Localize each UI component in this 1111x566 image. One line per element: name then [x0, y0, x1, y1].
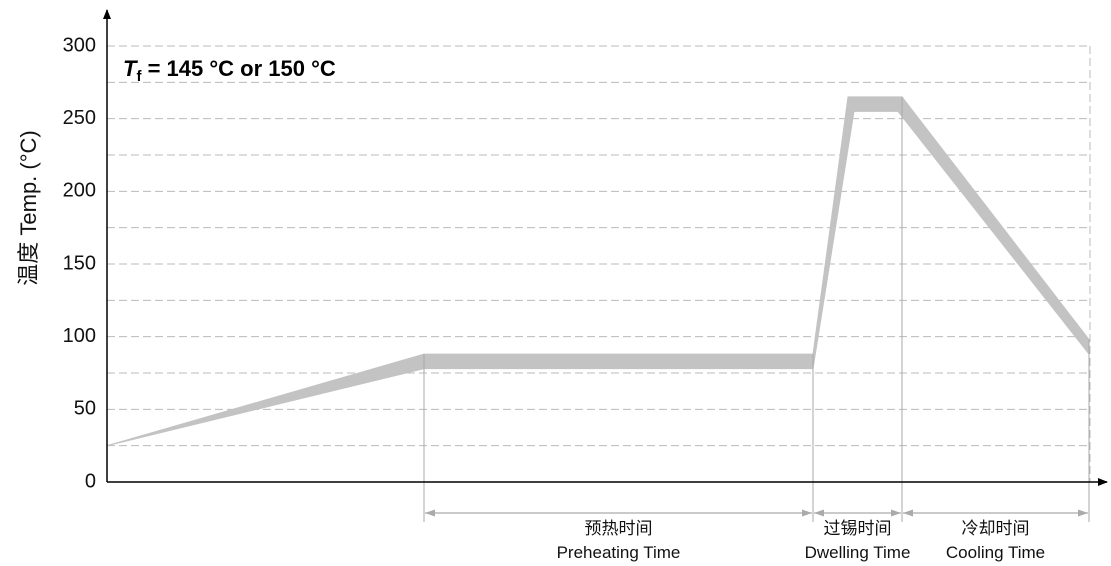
y-tick-labels: 0 50 100 150 200 250 300	[63, 34, 96, 492]
temperature-profile-band	[106, 96, 1090, 447]
phase-label-en: Cooling Time	[946, 543, 1045, 562]
gridlines	[107, 45, 1091, 482]
phase-markers	[423, 96, 1090, 522]
phase-label-cn: 预热时间	[585, 519, 653, 538]
phase-label-en: Preheating Time	[557, 543, 681, 562]
tf-annotation: Tf = 145 °C or 150 °C	[123, 56, 336, 85]
phase-label-cn: 冷却时间	[962, 519, 1030, 538]
tf-symbol: T	[123, 56, 138, 81]
y-axis-label: 温度 Temp. (°C)	[16, 130, 41, 285]
y-tick-label: 300	[63, 34, 96, 56]
y-tick-label: 200	[63, 180, 96, 202]
tf-subscript: f	[136, 68, 142, 85]
phase-label-en: Dwelling Time	[805, 543, 911, 562]
y-tick-label: 0	[85, 470, 96, 492]
phase-label-cn: 过锡时间	[824, 519, 892, 538]
y-tick-label: 100	[63, 325, 96, 347]
phase-labels: 预热时间 Preheating Time 过锡时间 Dwelling Time 冷却时间…	[425, 509, 1088, 562]
tf-value: = 145 °C or 150 °C	[141, 56, 335, 81]
y-tick-label: 250	[63, 107, 96, 129]
y-tick-label: 150	[63, 252, 96, 274]
y-tick-label: 50	[74, 398, 96, 420]
